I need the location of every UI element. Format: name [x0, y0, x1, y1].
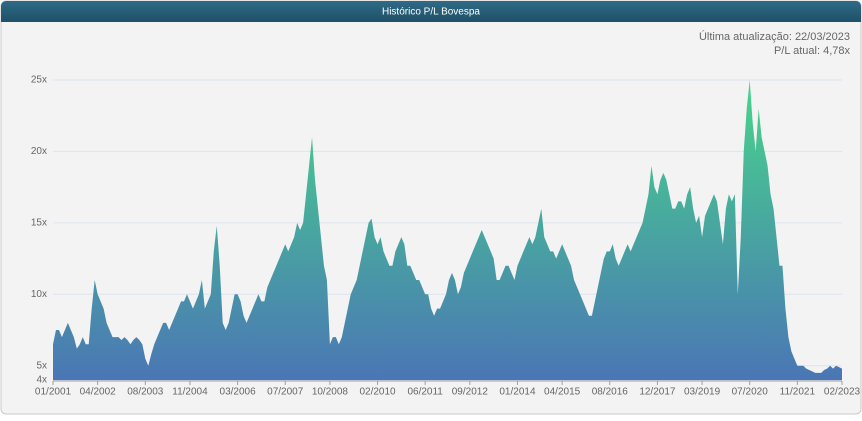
x-tick-label: 11/2021 — [780, 387, 816, 398]
chart-title: Histórico P/L Bovespa — [382, 7, 480, 18]
x-tick-label: 01/2001 — [35, 387, 72, 398]
y-tick-label: 20x — [31, 146, 47, 157]
x-tick-label: 03/2019 — [684, 387, 721, 398]
update-note: Última atualização: 22/03/2023 — [699, 30, 850, 43]
y-tick-label: 25x — [31, 75, 47, 86]
x-tick-label: 01/2014 — [499, 387, 536, 398]
x-tick-label: 12/2017 — [639, 387, 676, 398]
x-tick-label: 10/2008 — [312, 387, 349, 398]
area — [53, 80, 842, 380]
y-tick-label: 15x — [31, 217, 47, 228]
x-tick-label: 04/2015 — [544, 387, 581, 398]
x-tick-label: 11/2004 — [172, 387, 208, 398]
x-tick-label: 06/2011 — [407, 387, 443, 398]
x-tick-label: 04/2002 — [80, 387, 117, 398]
y-tick-label: 4x — [36, 375, 47, 386]
card-header — [1, 1, 861, 22]
x-tick-label: 09/2012 — [452, 387, 489, 398]
y-tick-label: 10x — [31, 289, 47, 300]
x-tick-label: 02/2010 — [359, 387, 396, 398]
x-tick-label: 03/2006 — [220, 387, 257, 398]
y-tick-label: 5x — [36, 360, 47, 371]
x-tick-label: 07/2007 — [267, 387, 304, 398]
current-pe: P/L atual: 4,78x — [774, 45, 851, 57]
x-tick-label: 07/2020 — [732, 387, 769, 398]
x-tick-label: 08/2016 — [592, 387, 629, 398]
x-tick-label: 02/2023 — [824, 387, 861, 398]
x-tick-label: 08/2003 — [127, 387, 164, 398]
